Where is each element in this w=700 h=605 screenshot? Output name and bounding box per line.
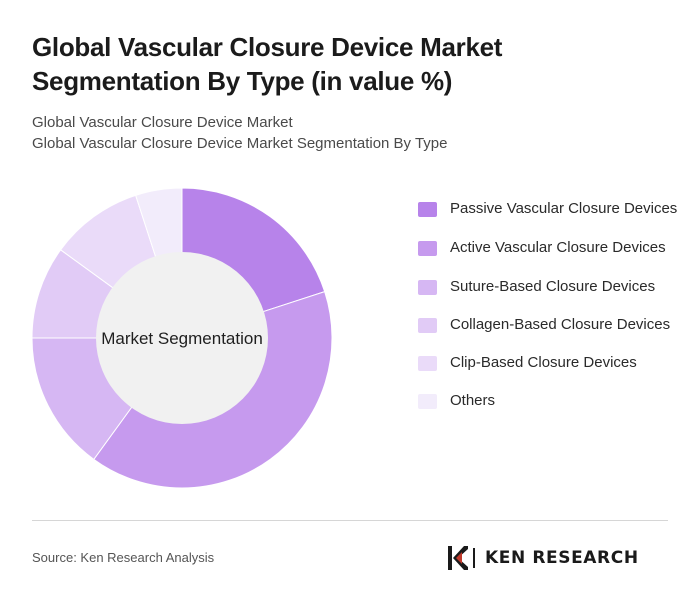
legend-label: Passive Vascular Closure Devices — [450, 200, 678, 217]
donut-center-label: Market Segmentation — [101, 329, 263, 348]
legend-label: Others — [450, 392, 496, 409]
legend-label: Collagen-Based Closure Devices — [450, 316, 671, 333]
legend-item: Clip-Based Closure Devices — [418, 352, 688, 374]
chart-subtitle: Global Vascular Closure Device Market Gl… — [32, 112, 672, 154]
subtitle-line-2: Global Vascular Closure Device Market Se… — [32, 135, 448, 152]
legend-swatch — [418, 280, 437, 295]
donut-chart: Market Segmentation — [31, 187, 333, 489]
source-note: Source: Ken Research Analysis — [32, 550, 215, 565]
legend-swatch — [418, 318, 437, 333]
footer-divider — [32, 520, 668, 521]
chart-title: Global Vascular Closure Device Market Se… — [32, 32, 503, 96]
legend-item: Others — [418, 390, 688, 412]
chart-legend: Passive Vascular Closure Devices Active V… — [418, 198, 688, 428]
legend-swatch — [418, 356, 437, 371]
legend-label: Suture-Based Closure Devices — [450, 278, 656, 295]
subtitle-line-1: Global Vascular Closure Device Market — [32, 114, 293, 131]
legend-item: Active Vascular Closure Devices — [418, 237, 688, 259]
legend-swatch — [418, 241, 437, 256]
legend-swatch — [418, 202, 437, 217]
ken-research-logo: KEN RESEARCH — [447, 544, 639, 572]
logo-text: KEN RESEARCH — [485, 548, 639, 568]
legend-item: Passive Vascular Closure Devices — [418, 198, 688, 220]
ken-research-logo-icon — [448, 546, 468, 570]
legend-label: Clip-Based Closure Devices — [450, 354, 637, 371]
legend-swatch — [418, 394, 437, 409]
donut-center — [96, 252, 268, 424]
legend-label: Active Vascular Closure Devices — [450, 239, 666, 256]
legend-item: Suture-Based Closure Devices — [418, 276, 688, 298]
logo-separator — [473, 548, 475, 568]
legend-item: Collagen-Based Closure Devices — [418, 314, 688, 336]
